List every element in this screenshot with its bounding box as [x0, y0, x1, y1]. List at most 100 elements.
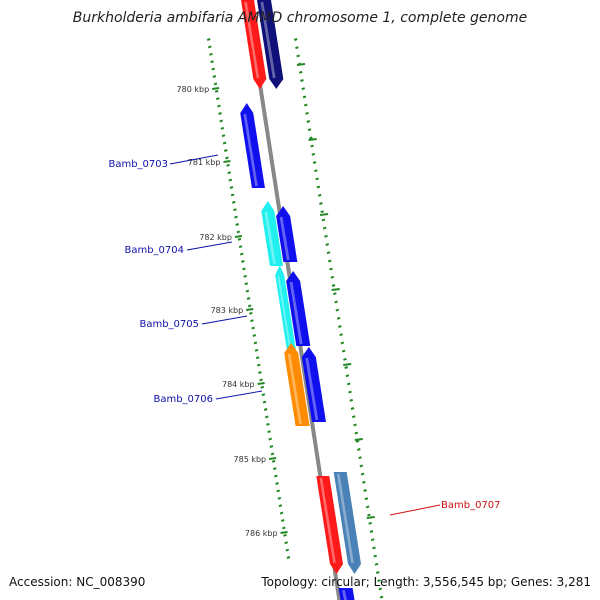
right-scale-tick: [378, 587, 383, 591]
gene-bamb-0705-body[interactable]: [275, 265, 296, 350]
right-scale-tick: [293, 38, 298, 41]
right-scale-tick: [364, 497, 369, 501]
gene-bamb-0707-red[interactable]: [316, 476, 344, 574]
right-scale-tick: [312, 161, 317, 164]
right-scale-tick: [379, 595, 384, 599]
right-scale-tick: [356, 448, 361, 451]
gene-bamb-0707[interactable]: [333, 472, 362, 574]
right-scale-tick: [359, 464, 364, 468]
gene-0706-blue-body[interactable]: [301, 347, 326, 422]
left-scale-tick: [272, 467, 277, 471]
right-scale-tick: [324, 234, 328, 238]
gene-label-bamb-0704[interactable]: Bamb_0704: [124, 245, 184, 256]
right-scale-tick: [368, 521, 372, 525]
gene-bottom-blue[interactable]: [338, 588, 356, 600]
right-scale-tick: [301, 87, 306, 91]
right-scale-tick: [320, 210, 324, 214]
gene-bamb-0706-highlight: [287, 353, 302, 425]
kbp-major-tick: [269, 457, 277, 460]
right-scale-tick: [351, 415, 356, 419]
right-scale-major-tick: [331, 288, 340, 291]
right-scale-tick: [305, 111, 309, 115]
kbp-scale-label: 781 kbp: [188, 158, 221, 167]
left-scale-tick: [277, 496, 282, 500]
gene-label-leader: [169, 154, 219, 165]
right-scale-tick: [315, 177, 319, 181]
gene-bamb-0705[interactable]: [275, 265, 296, 350]
left-scale-tick: [212, 75, 217, 78]
left-scale-tick: [222, 141, 227, 145]
gene-bamb-0703-body[interactable]: [240, 103, 265, 188]
left-scale-tick: [278, 504, 283, 508]
gene-label-bamb-0706[interactable]: Bamb_0706: [153, 394, 213, 405]
kbp-major-tick: [223, 160, 231, 163]
gene-top-navy-body[interactable]: [257, 0, 284, 89]
right-scale-tick: [303, 103, 308, 107]
gene-bamb-0707-red-highlight: [319, 477, 336, 564]
page-title: Burkholderia ambifaria AMMD chromosome 1…: [72, 10, 528, 26]
kbp-major-tick: [234, 235, 243, 238]
gene-bottom-blue-body[interactable]: [338, 588, 356, 600]
right-scale-tick: [375, 571, 380, 574]
right-scale-tick: [326, 251, 331, 255]
left-scale-tick: [285, 548, 290, 552]
gene-bamb-0704[interactable]: [261, 201, 283, 266]
left-scale-tick: [215, 97, 220, 101]
gene-label-bamb-0703[interactable]: Bamb_0703: [108, 159, 168, 170]
left-scale-tick: [238, 245, 243, 249]
gene-bamb-0706[interactable]: [284, 343, 310, 426]
gene-top-red-body[interactable]: [241, 0, 267, 89]
gene-top-navy[interactable]: [257, 0, 284, 89]
left-scale-tick: [210, 60, 214, 64]
right-scale-major-tick: [296, 63, 306, 66]
gene-bamb-0703-highlight: [243, 113, 258, 187]
left-scale-tick: [286, 556, 291, 559]
right-scale-tick: [308, 136, 313, 140]
right-scale-tick: [373, 554, 378, 558]
left-scale-tick: [230, 193, 235, 197]
right-scale-tick: [317, 193, 322, 197]
left-scale-tick: [236, 230, 241, 234]
gene-bottom-blue-highlight: [342, 589, 347, 600]
left-scale-tick: [264, 415, 269, 419]
right-scale-tick: [355, 439, 360, 443]
right-scale-tick: [330, 275, 335, 279]
gene-bamb-0704-body[interactable]: [261, 201, 283, 266]
gene-0705-blue-body[interactable]: [286, 271, 311, 346]
gene-0705-blue[interactable]: [286, 271, 311, 346]
left-scale-tick: [242, 267, 246, 271]
left-scale-tick: [255, 356, 260, 360]
kbp-major-tick: [246, 308, 254, 311]
right-scale-tick: [348, 390, 352, 394]
left-scale-tick: [262, 400, 267, 404]
left-scale-tick: [254, 348, 259, 352]
gene-label-leader: [215, 390, 263, 400]
gene-label-bamb-0705[interactable]: Bamb_0705: [139, 319, 199, 330]
left-scale-tick: [227, 171, 231, 175]
gene-bamb-0706-body[interactable]: [284, 343, 310, 426]
right-scale-tick: [325, 243, 330, 246]
left-scale-tick: [225, 156, 229, 160]
gene-bamb-0707-body[interactable]: [333, 472, 362, 574]
right-scale-tick: [306, 120, 311, 123]
gene-label-bamb-0707[interactable]: Bamb_0707: [441, 500, 501, 511]
gene-top-red[interactable]: [241, 0, 267, 89]
kbp-major-tick: [280, 531, 288, 534]
left-scale-tick: [241, 260, 245, 263]
left-scale-tick: [259, 378, 263, 382]
right-scale-major-tick: [343, 363, 352, 366]
left-scale-tick: [271, 459, 276, 463]
gene-0706-blue[interactable]: [301, 347, 326, 422]
kbp-major-tick: [257, 382, 265, 385]
gene-bamb-0707-red-body[interactable]: [316, 476, 344, 574]
left-scale-tick: [218, 112, 222, 115]
gene-0704-blue-body[interactable]: [276, 206, 298, 262]
left-scale-tick: [231, 200, 236, 204]
gene-bamb-0703[interactable]: [240, 103, 265, 188]
left-scale-tick: [213, 82, 218, 86]
gene-0704-blue[interactable]: [276, 206, 298, 262]
gene-label-leader: [389, 504, 441, 516]
left-scale-tick: [274, 474, 278, 478]
